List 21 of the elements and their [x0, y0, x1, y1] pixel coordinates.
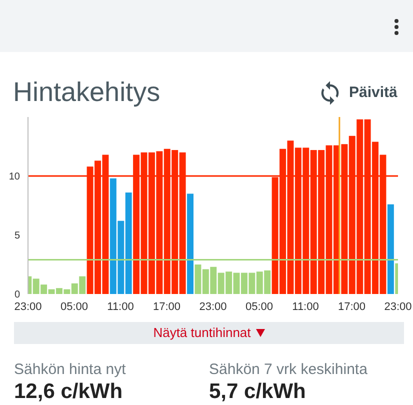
text: 5,7 c/kWh [209, 380, 306, 404]
text: Päivitä [349, 84, 398, 102]
x-tick-label: 05:00 [245, 300, 274, 313]
bar [187, 194, 194, 294]
bar [387, 204, 394, 294]
x-tick-label: 17:00 [338, 300, 366, 313]
x-tick-label: 23:00 [199, 300, 227, 313]
x-tick-label: 11:00 [107, 300, 134, 313]
text: Sähkön 7 vrk keskihinta [209, 361, 368, 379]
x-tick-label: 17:00 [152, 300, 181, 313]
x-tick-label: 23:00 [14, 300, 42, 313]
y-tick-label: 5 [14, 230, 20, 242]
text: Sähkön hinta nyt [14, 361, 126, 379]
y-tick-label: 0 [14, 290, 20, 301]
y-tick-label: 10 [8, 172, 20, 183]
x-tick-label: 05:00 [60, 300, 88, 313]
chart-title: Hintakehitys [13, 76, 160, 108]
text: Näytä tuntihinnat [153, 325, 251, 341]
x-tick-label: 23:00 [384, 300, 412, 313]
x-tick-label: 11:00 [292, 300, 319, 313]
text: 12,6 c/kWh [14, 380, 123, 404]
